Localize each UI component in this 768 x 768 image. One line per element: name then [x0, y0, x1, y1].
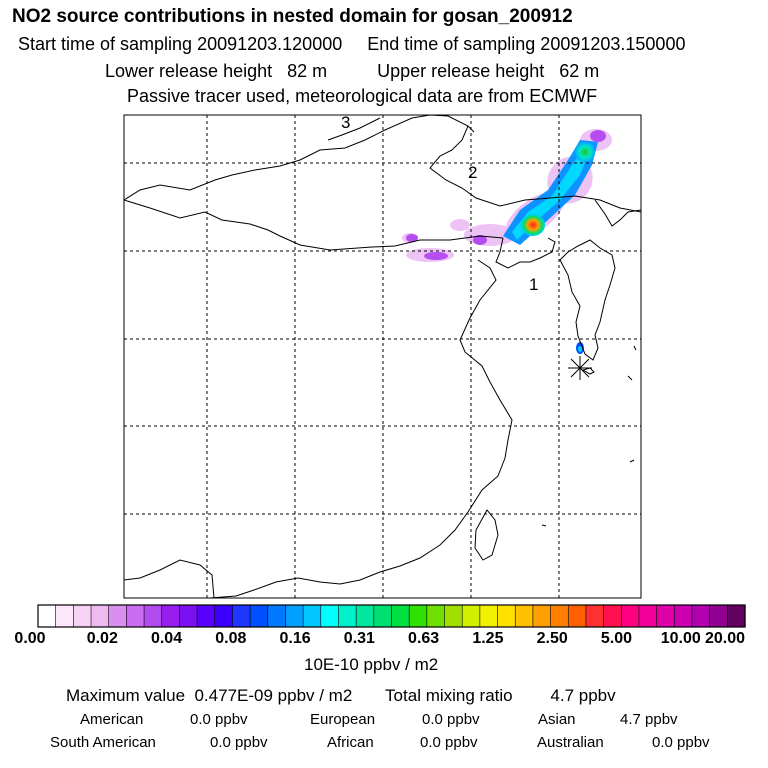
colorbar-cell: [550, 604, 569, 628]
colorbar-cell: [320, 604, 340, 628]
colorbar-cell: [497, 604, 516, 628]
colorbar-tick-label: 10.00: [660, 630, 701, 647]
colorbar-cell: [532, 604, 552, 628]
colorbar-cell: [55, 604, 74, 628]
sampling-times: Start time of sampling 20091203.120000 E…: [18, 34, 686, 54]
receptor-spot-core: [578, 346, 582, 352]
max-value-line: Maximum value 0.477E-09 ppbv / m2 Total …: [66, 686, 616, 705]
colorbar-cell: [214, 604, 234, 628]
colorbar-cell: [161, 604, 181, 628]
colorbar-cell: [196, 604, 216, 628]
asian-label: Asian: [538, 711, 576, 728]
colorbar-cell: [232, 604, 251, 628]
release-heights: Lower release height 82 m Upper release …: [105, 61, 600, 81]
colorbar-cell: [302, 604, 322, 628]
colorbar-cell: [143, 604, 163, 628]
colorbar-tick-label: 0.31: [343, 630, 375, 647]
colorbar-cell: [108, 604, 127, 628]
receptor-asterisk: [568, 356, 592, 380]
european-label: European: [310, 711, 376, 728]
region-label-2: 2: [468, 163, 477, 182]
colorbar-cell: [90, 604, 110, 628]
lat-lon-grid: [124, 115, 641, 598]
colorbar-cell: [444, 604, 463, 628]
region-label-3: 3: [341, 113, 350, 132]
colorbar-cell: [727, 604, 746, 628]
colorbar-tick-label: 0.04: [150, 630, 183, 647]
colorbar-cell: [355, 604, 375, 628]
colorbar-cell: [709, 604, 728, 628]
colorbar-cell: [603, 604, 622, 628]
colorbar-cell: [656, 604, 675, 628]
asian-value: 4.7 ppbv: [620, 711, 678, 728]
plume-purple: [406, 130, 606, 260]
colorbar-tick-label: 0.16: [279, 630, 311, 647]
colorbar-cell: [267, 604, 287, 628]
american-value: 0.0 ppbv: [190, 711, 248, 728]
colorbar-tick-label: 0.00: [14, 630, 46, 647]
colorbar-cell: [567, 604, 587, 628]
colorbar-cell: [179, 604, 198, 628]
chart-title: NO2 source contributions in nested domai…: [12, 6, 573, 27]
colorbar-cell: [673, 604, 693, 628]
colorbar-cell: [691, 604, 711, 628]
colorbar-units: 10E-10 ppbv / m2: [304, 655, 439, 674]
african-label: African: [327, 734, 374, 751]
colorbar-tick-label: 0.08: [215, 630, 247, 647]
colorbar-cell: [479, 604, 499, 628]
colorbar-cell: [391, 604, 410, 628]
colorbar-tick-label: 20.00: [704, 630, 746, 647]
coastlines: [124, 115, 641, 598]
colorbar-cell: [37, 604, 57, 628]
colorbar-cell: [73, 604, 92, 628]
colorbar-cell: [461, 604, 481, 628]
european-value: 0.0 ppbv: [422, 711, 480, 728]
tracer-note: Passive tracer used, meteorological data…: [127, 86, 598, 106]
south-american-label: South American: [50, 734, 156, 751]
colorbar-tick-label: 5.00: [600, 630, 633, 647]
colorbar-cell: [249, 604, 269, 628]
african-value: 0.0 ppbv: [420, 734, 478, 751]
american-label: American: [80, 711, 144, 728]
colorbar-cell: [373, 604, 393, 628]
colorbar-tick-label: 1.25: [472, 630, 504, 647]
australian-label: Australian: [537, 734, 604, 751]
map-frame: [123, 114, 642, 599]
hotspot: [521, 214, 545, 236]
colorbar-cell: [338, 604, 357, 628]
colorbar-tick-label: 0.63: [408, 630, 440, 647]
colorbar-cell: [285, 604, 304, 628]
colorbar-tick-label: 0.02: [86, 630, 118, 647]
colorbar-cell: [426, 604, 446, 628]
colorbar-cell: [638, 604, 658, 628]
colorbar-cell: [620, 604, 640, 628]
south-american-value: 0.0 ppbv: [210, 734, 268, 751]
colorbar-tick-label: 2.50: [536, 630, 568, 647]
colorbar-cell: [126, 604, 145, 628]
colorbar-cell: [585, 604, 605, 628]
australian-value: 0.0 ppbv: [652, 734, 710, 751]
region-label-1: 1: [529, 275, 538, 294]
colorbar-cell: [514, 604, 534, 628]
colorbar-cell: [408, 604, 428, 628]
northern-maximum: [575, 142, 595, 162]
